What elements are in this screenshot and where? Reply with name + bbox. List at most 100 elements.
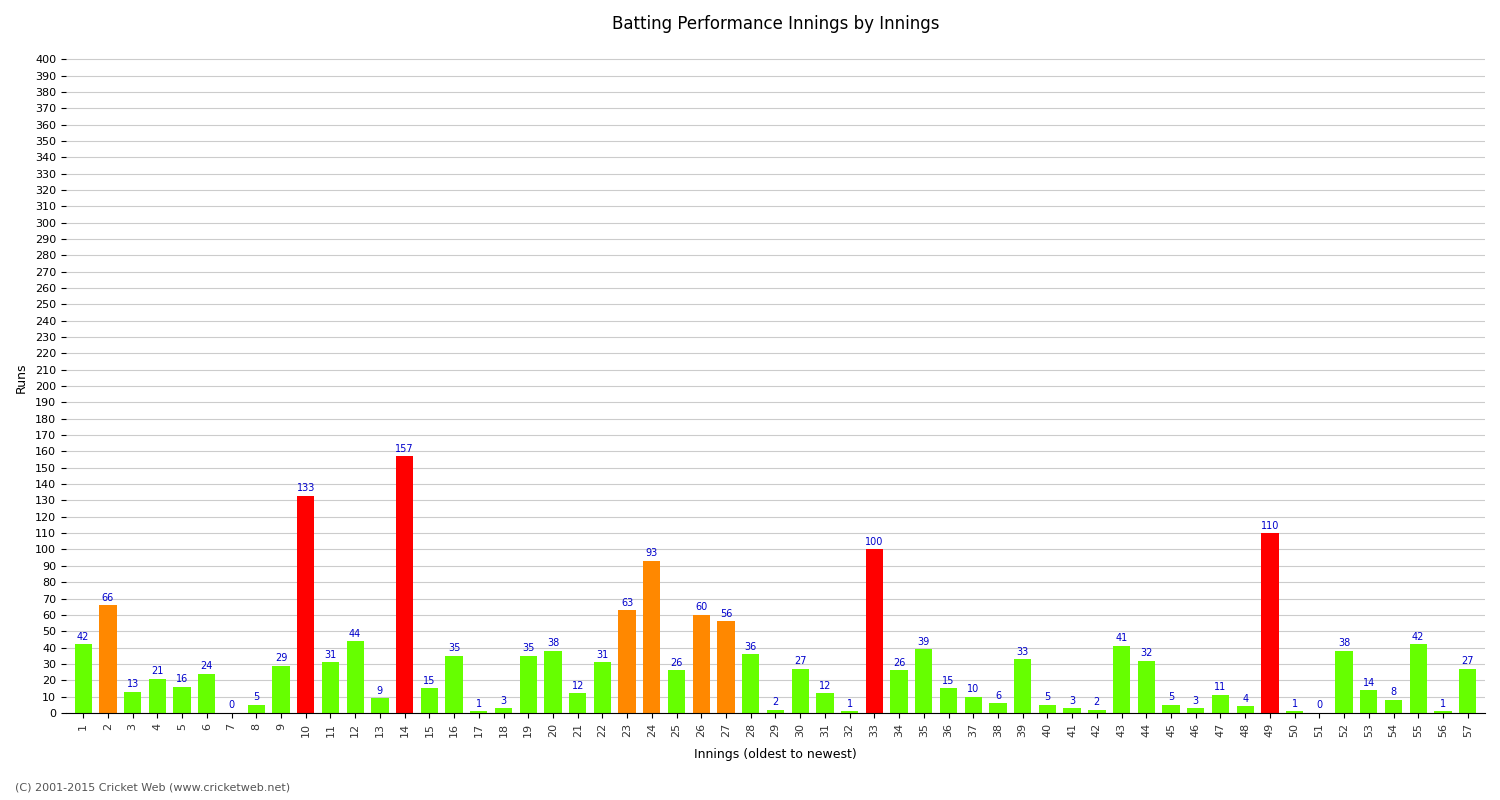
Text: 31: 31 — [324, 650, 336, 660]
Bar — [519, 656, 537, 713]
Bar — [568, 694, 586, 713]
Text: 26: 26 — [892, 658, 906, 668]
Bar — [891, 670, 908, 713]
Text: 100: 100 — [865, 537, 883, 547]
Text: (C) 2001-2015 Cricket Web (www.cricketweb.net): (C) 2001-2015 Cricket Web (www.cricketwe… — [15, 782, 290, 792]
Bar — [470, 711, 488, 713]
Bar — [1434, 711, 1452, 713]
Text: 41: 41 — [1116, 634, 1128, 643]
Bar — [816, 694, 834, 713]
Text: 1: 1 — [476, 699, 482, 709]
Text: 42: 42 — [1412, 632, 1425, 642]
Bar — [346, 641, 364, 713]
Text: 1: 1 — [1440, 699, 1446, 709]
Bar — [717, 622, 735, 713]
Bar — [594, 662, 610, 713]
Text: 1: 1 — [1292, 699, 1298, 709]
Bar — [644, 561, 660, 713]
Bar — [1262, 533, 1278, 713]
Text: 21: 21 — [152, 666, 164, 676]
Text: 8: 8 — [1390, 687, 1396, 698]
Bar — [174, 686, 190, 713]
Text: 33: 33 — [1017, 646, 1029, 657]
Bar — [75, 644, 92, 713]
Text: 3: 3 — [501, 695, 507, 706]
Text: 32: 32 — [1140, 648, 1152, 658]
Text: 16: 16 — [176, 674, 188, 684]
Bar — [396, 456, 414, 713]
Bar — [273, 666, 290, 713]
Text: 133: 133 — [297, 483, 315, 493]
Bar — [1360, 690, 1377, 713]
Text: 11: 11 — [1215, 682, 1227, 693]
Text: 39: 39 — [918, 637, 930, 646]
Bar — [1186, 708, 1204, 713]
Text: 10: 10 — [968, 684, 980, 694]
Text: 38: 38 — [548, 638, 560, 648]
Text: 0: 0 — [228, 701, 234, 710]
Text: 5: 5 — [1044, 692, 1050, 702]
Bar — [1088, 710, 1106, 713]
Bar — [446, 656, 462, 713]
Text: 157: 157 — [396, 444, 414, 454]
Text: 3: 3 — [1192, 695, 1198, 706]
Bar — [1064, 708, 1082, 713]
Text: 3: 3 — [1070, 695, 1076, 706]
Bar — [766, 710, 784, 713]
Text: 12: 12 — [572, 681, 584, 691]
Text: 5: 5 — [1168, 692, 1174, 702]
Bar — [495, 708, 512, 713]
X-axis label: Innings (oldest to newest): Innings (oldest to newest) — [694, 748, 856, 761]
Text: 35: 35 — [522, 643, 534, 654]
Text: 5: 5 — [254, 692, 260, 702]
Text: 1: 1 — [846, 699, 852, 709]
Bar — [297, 495, 315, 713]
Bar — [618, 610, 636, 713]
Bar — [964, 697, 982, 713]
Bar — [1212, 695, 1228, 713]
Text: 9: 9 — [376, 686, 382, 696]
Text: 66: 66 — [102, 593, 114, 602]
Bar — [1113, 646, 1130, 713]
Bar — [370, 698, 388, 713]
Text: 93: 93 — [645, 549, 658, 558]
Text: 13: 13 — [126, 679, 140, 690]
Text: 2: 2 — [772, 697, 778, 707]
Bar — [544, 651, 561, 713]
Bar — [1384, 700, 1402, 713]
Text: 110: 110 — [1260, 521, 1280, 530]
Y-axis label: Runs: Runs — [15, 362, 28, 393]
Bar — [1410, 644, 1426, 713]
Bar — [1460, 669, 1476, 713]
Text: 15: 15 — [942, 676, 954, 686]
Text: 2: 2 — [1094, 697, 1100, 707]
Text: 63: 63 — [621, 598, 633, 607]
Text: 12: 12 — [819, 681, 831, 691]
Text: 44: 44 — [350, 629, 361, 638]
Bar — [842, 711, 858, 713]
Bar — [693, 615, 709, 713]
Bar — [198, 674, 216, 713]
Bar — [248, 705, 266, 713]
Bar — [990, 703, 1006, 713]
Text: 27: 27 — [1461, 656, 1474, 666]
Text: 38: 38 — [1338, 638, 1350, 648]
Bar — [1286, 711, 1304, 713]
Bar — [1162, 705, 1179, 713]
Bar — [1040, 705, 1056, 713]
Bar — [124, 692, 141, 713]
Title: Batting Performance Innings by Innings: Batting Performance Innings by Innings — [612, 15, 939, 33]
Text: 26: 26 — [670, 658, 682, 668]
Text: 14: 14 — [1362, 678, 1376, 687]
Bar — [148, 678, 166, 713]
Text: 42: 42 — [76, 632, 90, 642]
Text: 60: 60 — [694, 602, 708, 613]
Bar — [742, 654, 759, 713]
Bar — [1014, 659, 1032, 713]
Text: 29: 29 — [274, 653, 286, 663]
Bar — [915, 649, 933, 713]
Text: 35: 35 — [448, 643, 460, 654]
Text: 56: 56 — [720, 609, 732, 619]
Bar — [1137, 661, 1155, 713]
Text: 24: 24 — [201, 662, 213, 671]
